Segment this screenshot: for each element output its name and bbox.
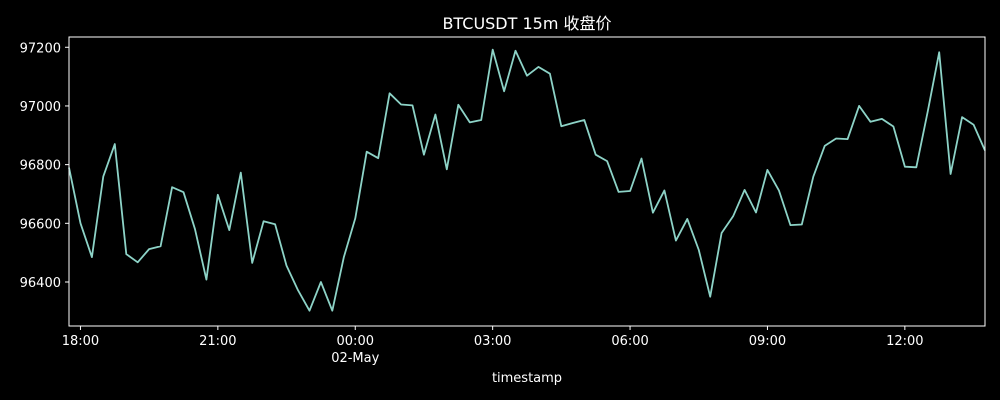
x-tick-label: 18:00	[62, 334, 99, 349]
x-tick-label: 06:00	[611, 334, 648, 349]
x-axis: 18:00 21:00 00:00 02-May 03:00 06:00 09:00 12:0…	[62, 326, 924, 366]
series-line-0	[68, 48, 986, 312]
x-tick-label: 09:00	[749, 334, 786, 349]
x-tick-label: 21:00	[199, 334, 236, 349]
y-tick-label: 96600	[20, 217, 61, 232]
series-layer	[68, 48, 986, 312]
y-tick-label: 96800	[20, 159, 61, 174]
y-tick-label: 97200	[20, 41, 61, 56]
x-axis-title: timestamp	[492, 371, 562, 386]
x-tick-label: 12:00	[886, 334, 923, 349]
y-tick-label: 96400	[20, 276, 61, 291]
x-tick-date-label: 02-May	[331, 351, 379, 366]
y-tick-label: 97000	[20, 100, 61, 115]
x-tick-label: 03:00	[474, 334, 511, 349]
plot-frame	[68, 36, 986, 327]
x-tick-label: 00:00	[337, 334, 374, 349]
y-axis: 96400 96600 96800 97000 97200	[20, 41, 69, 291]
chart-title: BTCUSDT 15m 收盘价	[442, 14, 611, 33]
